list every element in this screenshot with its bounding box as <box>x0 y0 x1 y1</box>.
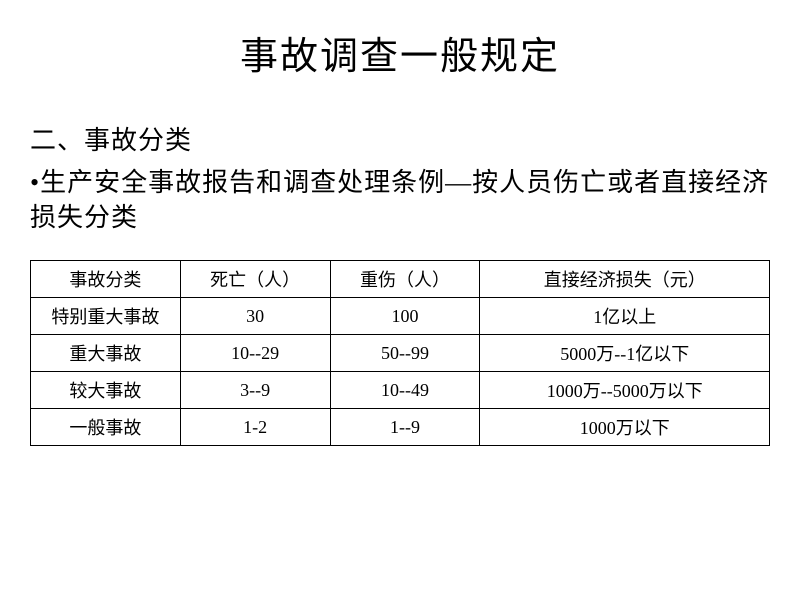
table-cell: 10--29 <box>180 335 330 372</box>
table-cell: 1000万以下 <box>480 409 770 446</box>
table-cell: 5000万--1亿以下 <box>480 335 770 372</box>
table-cell: 特别重大事故 <box>31 298 181 335</box>
table-cell: 1000万--5000万以下 <box>480 372 770 409</box>
slide-container: 事故调查一般规定 二、事故分类 •生产安全事故报告和调查处理条例—按人员伤亡或者… <box>0 0 800 600</box>
page-title: 事故调查一般规定 <box>30 25 770 80</box>
table-cell: 1亿以上 <box>480 298 770 335</box>
table-row: 特别重大事故 30 100 1亿以上 <box>31 298 770 335</box>
table-cell: 一般事故 <box>31 409 181 446</box>
table-cell: 1--9 <box>330 409 480 446</box>
table-header-cell: 死亡（人） <box>180 261 330 298</box>
table-cell: 重大事故 <box>31 335 181 372</box>
table-row: 一般事故 1-2 1--9 1000万以下 <box>31 409 770 446</box>
table-cell: 3--9 <box>180 372 330 409</box>
bullet-text: •生产安全事故报告和调查处理条例—按人员伤亡或者直接经济损失分类 <box>30 165 770 235</box>
table-row: 较大事故 3--9 10--49 1000万--5000万以下 <box>31 372 770 409</box>
table-header-cell: 重伤（人） <box>330 261 480 298</box>
table-cell: 10--49 <box>330 372 480 409</box>
table-header-cell: 事故分类 <box>31 261 181 298</box>
table-header-row: 事故分类 死亡（人） 重伤（人） 直接经济损失（元） <box>31 261 770 298</box>
table-cell: 1-2 <box>180 409 330 446</box>
table-cell: 较大事故 <box>31 372 181 409</box>
table-cell: 30 <box>180 298 330 335</box>
table-row: 重大事故 10--29 50--99 5000万--1亿以下 <box>31 335 770 372</box>
table-cell: 100 <box>330 298 480 335</box>
table-header-cell: 直接经济损失（元） <box>480 261 770 298</box>
classification-table: 事故分类 死亡（人） 重伤（人） 直接经济损失（元） 特别重大事故 30 100… <box>30 260 770 446</box>
table-cell: 50--99 <box>330 335 480 372</box>
section-subtitle: 二、事故分类 <box>30 120 770 157</box>
